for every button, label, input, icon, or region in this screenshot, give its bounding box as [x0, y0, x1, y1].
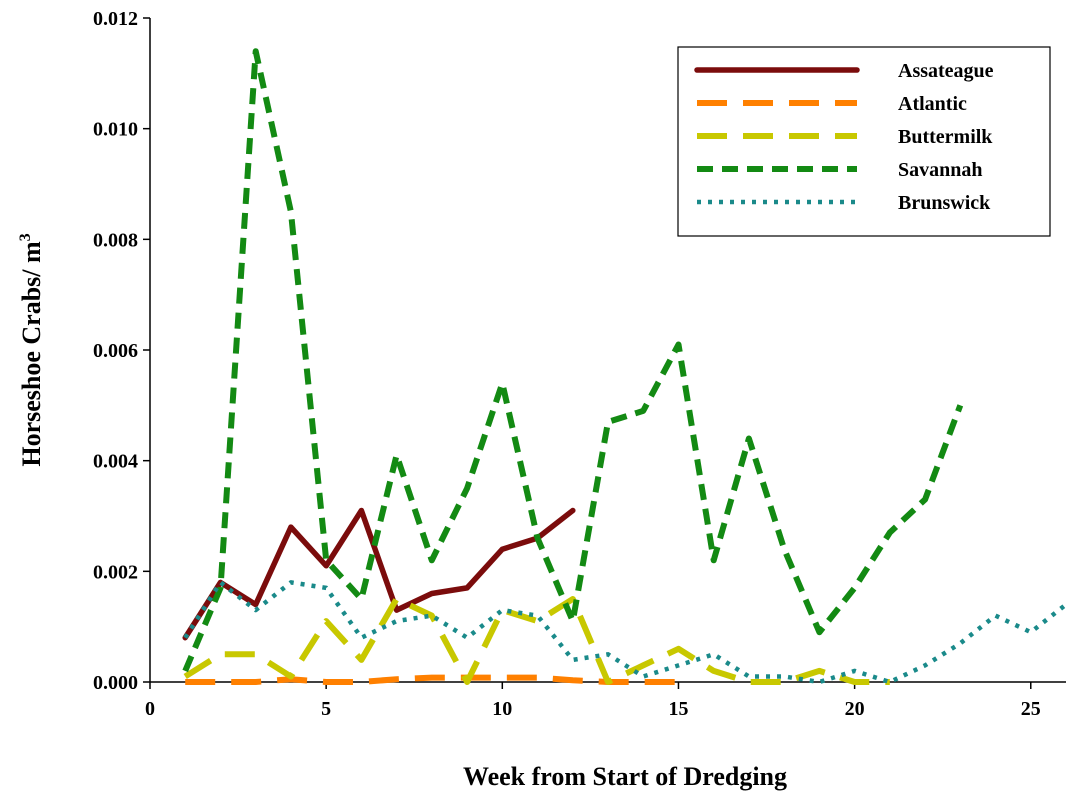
x-tick-label: 25 — [1021, 698, 1041, 720]
y-tick-label: 0.006 — [93, 340, 138, 362]
series-line-savannah — [182, 48, 964, 673]
y-axis-title-main: Horseshoe Crabs/ m — [17, 241, 46, 467]
series-line-assateague — [182, 507, 576, 641]
y-tick-label: 0.004 — [93, 451, 138, 473]
x-tick-label: 15 — [668, 698, 688, 720]
y-axis-title: Horseshoe Crabs/ m3 — [17, 233, 46, 466]
legend-label-buttermilk: Buttermilk — [898, 126, 993, 148]
legend-box — [677, 46, 1051, 237]
series-line-atlantic — [185, 674, 679, 685]
x-tick-label: 5 — [321, 698, 331, 720]
axes: 0.000 0.002 0.004 0.006 0.008 0.010 0.012 0 5 10 1… — [93, 8, 1066, 720]
x-tick-label: 20 — [845, 698, 865, 720]
x-axis-title: Week from Start of Dredging — [463, 762, 787, 791]
series-layer — [182, 48, 1068, 685]
y-tick-label: 0.012 — [93, 8, 138, 30]
y-tick-label: 0.000 — [93, 672, 138, 694]
series-line-buttermilk — [183, 596, 890, 685]
legend-label-savannah: Savannah — [898, 159, 983, 181]
legend-label-atlantic: Atlantic — [898, 93, 967, 115]
legend: Assateague Atlantic Buttermilk Savannah Brun… — [677, 46, 1051, 237]
y-axis-title-superscript: 3 — [17, 233, 34, 241]
series-line-brunswick — [183, 580, 1068, 685]
y-tick-label: 0.008 — [93, 229, 138, 251]
legend-label-brunswick: Brunswick — [898, 192, 991, 214]
y-tick-label: 0.010 — [93, 119, 138, 141]
y-tick-label: 0.002 — [93, 561, 138, 583]
legend-label-assateague: Assateague — [898, 60, 994, 82]
x-tick-label: 10 — [492, 698, 512, 720]
x-tick-label: 0 — [145, 698, 155, 720]
